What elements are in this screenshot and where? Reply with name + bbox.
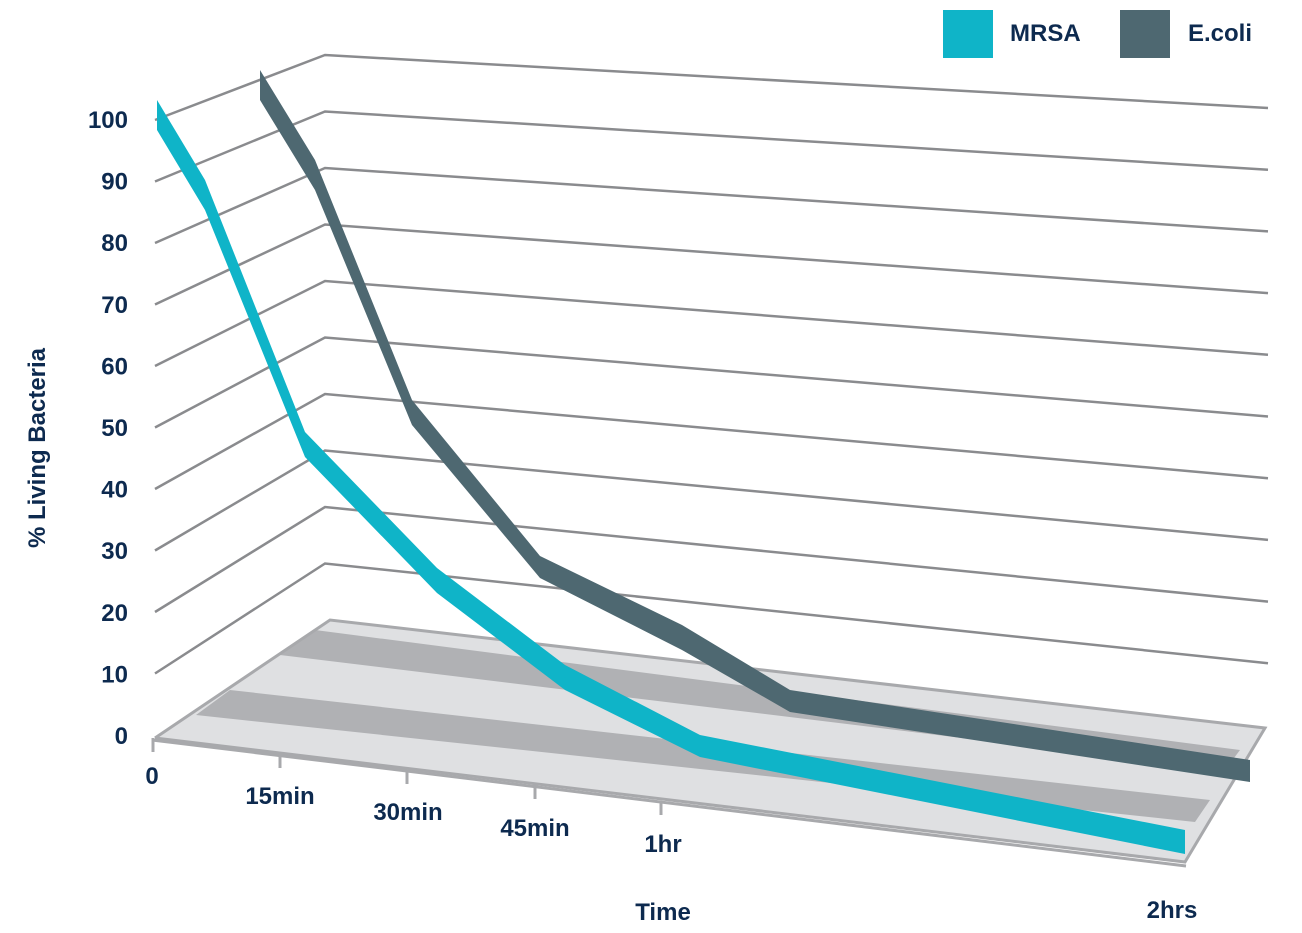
x-tick-label: 30min [373,799,442,826]
y-tick-label: 80 [101,230,128,257]
gridline-40 [154,392,1269,491]
x-axis-line [151,738,1187,868]
x-tick-label: 2hrs [1147,897,1198,924]
y-tick-label: 10 [101,661,128,688]
legend: MRSA E.coli [943,10,1252,58]
gridline-20 [154,505,1269,614]
y-tick-label: 90 [101,169,128,196]
legend-swatch [943,10,993,58]
y-tick-label: 20 [101,600,128,627]
y-tick-label: 50 [101,415,128,442]
legend-swatch [1120,10,1170,58]
gridline-30 [154,449,1269,552]
y-tick-label: 60 [101,353,128,380]
grid-lines [154,53,1269,675]
y-tick-label: 40 [101,477,128,504]
gridline-100 [154,53,1269,122]
x-axis-title: Time [635,899,691,926]
legend-label: MRSA [1010,20,1081,47]
y-tick-label: 70 [101,292,128,319]
x-tick-label: 15min [245,783,314,810]
x-tick-label: 0 [145,763,158,790]
gridline-10 [154,562,1269,675]
floor-edge [154,618,1268,864]
gridline-90 [154,110,1269,183]
gridline-50 [154,336,1269,429]
x-tick-labels: 0 15min 30min 45min 1hr 2hrs [145,738,1197,924]
x-tick-label: 1hr [644,831,681,858]
gridline-60 [154,279,1269,368]
gridline-70 [154,223,1269,306]
y-tick-label: 0 [115,723,128,750]
y-tick-label: 30 [101,538,128,565]
y-axis-title: % Living Bacteria [24,347,51,548]
legend-label: E.coli [1188,20,1252,47]
y-tick-label: 100 [88,107,128,134]
x-tick-label: 45min [500,815,569,842]
x-axis [151,738,1187,868]
series-lines [157,70,1251,854]
y-tick-labels: 0 10 20 30 40 50 60 70 80 90 100 [88,107,128,750]
